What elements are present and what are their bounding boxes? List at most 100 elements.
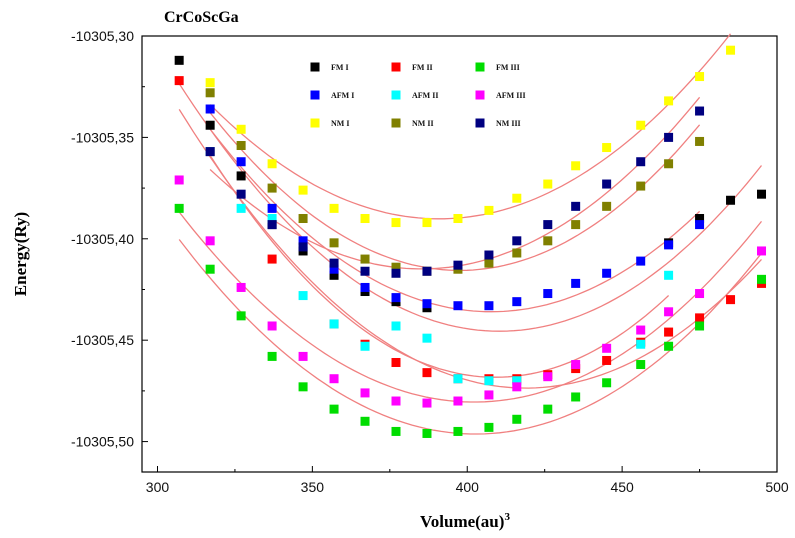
data-point [174, 76, 184, 86]
data-point [484, 301, 494, 311]
data-point [236, 189, 246, 199]
data-point [360, 214, 370, 224]
legend-label: FM III [496, 63, 520, 72]
y-tick-label: -10305,50 [71, 434, 134, 450]
data-point [205, 88, 215, 98]
x-axis-title-superscript: 3 [504, 511, 510, 523]
data-point [360, 282, 370, 292]
data-point [453, 301, 463, 311]
data-point [602, 268, 612, 278]
data-point [695, 72, 705, 82]
data-point [422, 368, 432, 378]
data-point [174, 203, 184, 213]
legend-label: AFM III [496, 91, 526, 100]
data-point [267, 321, 277, 331]
data-point [602, 179, 612, 189]
data-point [329, 203, 339, 213]
legend-label: NM III [496, 119, 521, 128]
data-point [391, 396, 401, 406]
data-point [512, 297, 522, 307]
data-point [205, 78, 215, 88]
data-point [571, 360, 581, 370]
data-point [236, 157, 246, 167]
data-point [602, 143, 612, 153]
data-point [422, 299, 432, 309]
data-point [602, 201, 612, 211]
data-point [391, 293, 401, 303]
fit-curve [209, 33, 732, 220]
legend-swatch [310, 90, 320, 100]
data-point [174, 55, 184, 65]
plot-frame [141, 35, 778, 473]
data-point [236, 311, 246, 321]
data-point [602, 355, 612, 365]
data-point [512, 376, 522, 386]
legend-label: NM I [331, 119, 349, 128]
data-point [512, 236, 522, 246]
data-point [236, 124, 246, 134]
data-point [543, 404, 553, 414]
data-point [695, 220, 705, 230]
data-point [695, 136, 705, 146]
data-point [422, 398, 432, 408]
data-point [329, 319, 339, 329]
data-point [391, 357, 401, 367]
data-point [664, 307, 674, 317]
data-point [422, 333, 432, 343]
data-point [636, 120, 646, 130]
data-point [391, 218, 401, 228]
legend-label: AFM I [331, 91, 354, 100]
data-point [543, 179, 553, 189]
legend-swatch [475, 90, 485, 100]
data-point [664, 327, 674, 337]
data-point [484, 250, 494, 260]
data-point [267, 214, 277, 224]
data-point [298, 214, 308, 224]
data-point [391, 262, 401, 272]
data-point [360, 388, 370, 398]
data-point [391, 268, 401, 278]
data-point [757, 274, 767, 284]
data-point [636, 157, 646, 167]
data-point [453, 396, 463, 406]
data-point [484, 422, 494, 432]
data-point [695, 321, 705, 331]
data-point [205, 104, 215, 114]
fit-curve [209, 112, 701, 272]
legend-label: NM II [412, 119, 434, 128]
data-point [236, 282, 246, 292]
data-points [174, 45, 767, 438]
data-point [757, 246, 767, 256]
data-point [602, 343, 612, 353]
x-tick-label: 300 [146, 479, 170, 495]
data-point [512, 382, 522, 392]
data-point [484, 376, 494, 386]
data-point [512, 193, 522, 203]
data-point [453, 426, 463, 436]
data-point [695, 106, 705, 116]
data-point [571, 161, 581, 171]
data-point [695, 289, 705, 299]
data-point [602, 378, 612, 388]
data-point [636, 360, 646, 370]
data-point [298, 291, 308, 301]
data-point [391, 321, 401, 331]
fit-curve [209, 155, 670, 378]
data-point [329, 404, 339, 414]
data-point [267, 203, 277, 213]
data-point [726, 295, 736, 305]
data-point [636, 325, 646, 335]
data-point [205, 120, 215, 130]
data-point [267, 159, 277, 169]
data-point [636, 339, 646, 349]
x-axis-title: Volume(au)3 [420, 511, 510, 531]
x-tick-label: 500 [765, 479, 789, 495]
legend: FM I FM II FM III AFM I AFM II AFM III NM I NM … [310, 62, 526, 128]
data-point [512, 248, 522, 258]
data-point [664, 341, 674, 351]
data-point [726, 45, 736, 55]
data-point [360, 254, 370, 264]
data-point [664, 159, 674, 169]
data-point [695, 313, 705, 323]
